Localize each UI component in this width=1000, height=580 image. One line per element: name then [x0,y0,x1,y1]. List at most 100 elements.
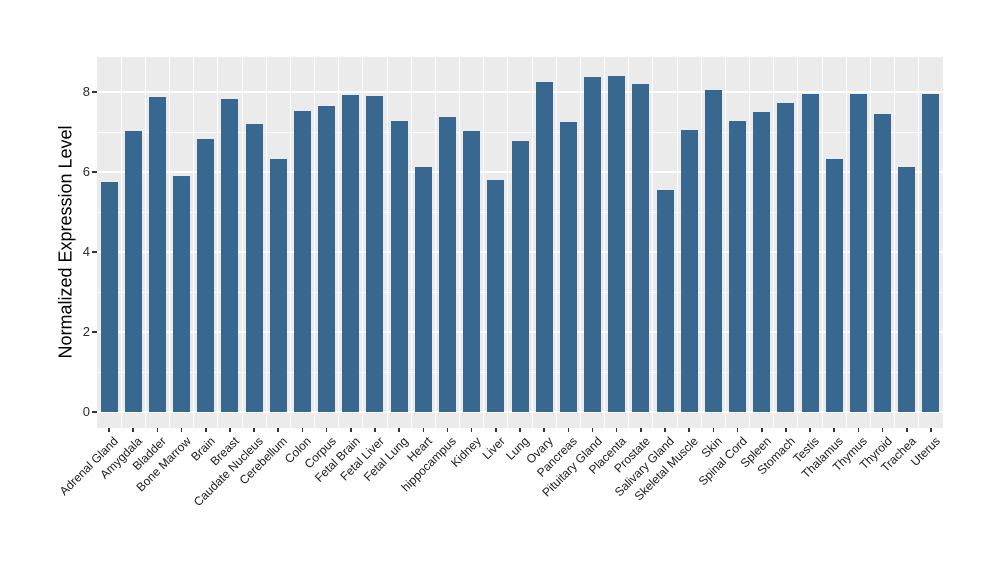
gridline-vertical [604,57,606,428]
bar [438,116,456,412]
gridline-vertical [845,57,847,428]
x-tick-mark [688,428,690,432]
bar [632,84,650,412]
gridline-vertical [144,57,146,428]
bar [366,95,384,412]
x-tick-mark [253,428,255,432]
x-tick-mark [156,428,159,432]
gridline-vertical [700,57,702,428]
gridline-vertical [869,57,871,428]
bar [922,94,940,412]
y-tick-label: 8 [82,84,90,99]
x-tick-mark [422,428,425,432]
gridline-vertical [289,57,291,428]
gridline-vertical [628,57,630,428]
x-tick-mark [204,428,207,432]
x-tick-mark [301,428,304,432]
gridline-vertical [265,57,267,428]
gridline-vertical [894,57,896,428]
x-tick-mark [736,428,739,432]
bar [584,77,601,412]
x-tick-mark [519,428,521,432]
gridline-vertical [821,57,823,428]
y-tick-mark [91,91,97,93]
gridline-vertical [652,57,654,428]
x-tick-mark [277,428,280,432]
y-tick-mark [91,331,97,333]
gridline-vertical [797,57,799,428]
x-tick-mark [180,428,183,432]
x-tick-mark [350,428,352,432]
x-tick-mark [108,428,110,432]
x-tick-mark [470,428,473,432]
bar [293,111,311,412]
bar [801,93,819,412]
bar [221,99,239,412]
gridline-vertical [555,57,557,428]
bar [173,175,191,412]
y-tick-mark [91,411,97,413]
bar [535,82,553,412]
gridline-vertical [193,57,195,428]
bar [414,166,432,412]
bar [729,121,747,412]
x-tick-mark [591,428,594,432]
bar [245,124,263,412]
y-tick-label: 2 [82,324,90,339]
bar [656,189,674,412]
bar [825,159,843,412]
x-tick-mark [132,428,135,432]
gridline-vertical [749,57,751,428]
x-tick-mark [640,428,642,432]
gridline-vertical [507,57,509,428]
bar [680,130,698,412]
x-tick-mark [809,428,811,432]
x-tick-mark [857,428,860,432]
bar [318,106,336,412]
bar [100,182,118,412]
bar [390,120,408,412]
bar [463,130,481,412]
x-tick-mark [881,428,884,432]
bar [511,140,529,412]
gridline-vertical [314,57,316,428]
bar [148,96,166,412]
y-tick-label: 4 [82,244,90,259]
bar [704,90,722,412]
bar [559,121,577,412]
gridline-vertical [338,57,340,428]
gridline-vertical [434,57,436,428]
x-tick-mark [664,428,666,432]
bar [124,130,142,412]
gridline-major [97,91,943,93]
gridline-vertical [483,57,485,428]
bar [197,138,215,412]
x-tick-mark [446,428,449,432]
bar [269,158,287,412]
plot-panel [97,57,943,428]
bar [898,166,916,412]
y-tick-label: 6 [82,164,90,179]
bar [777,102,795,412]
gridline-vertical [410,57,412,428]
x-tick-mark [229,428,231,432]
x-tick-mark [398,428,400,432]
x-tick-mark [325,428,328,432]
gridline-vertical [386,57,388,428]
gridline-vertical [676,57,678,428]
gridline-vertical [579,57,581,428]
x-tick-mark [760,428,763,432]
gridline-minor [97,131,943,133]
bar [487,180,505,412]
gridline-vertical [773,57,775,428]
gridline-major [97,411,943,413]
x-tick-mark [905,428,908,432]
gridline-vertical [459,57,461,428]
bar [753,112,771,412]
gridline-vertical [724,57,726,428]
x-tick-mark [374,428,376,432]
x-tick-mark [712,428,715,432]
gridline-vertical [918,57,920,428]
gridline-vertical [241,57,243,428]
